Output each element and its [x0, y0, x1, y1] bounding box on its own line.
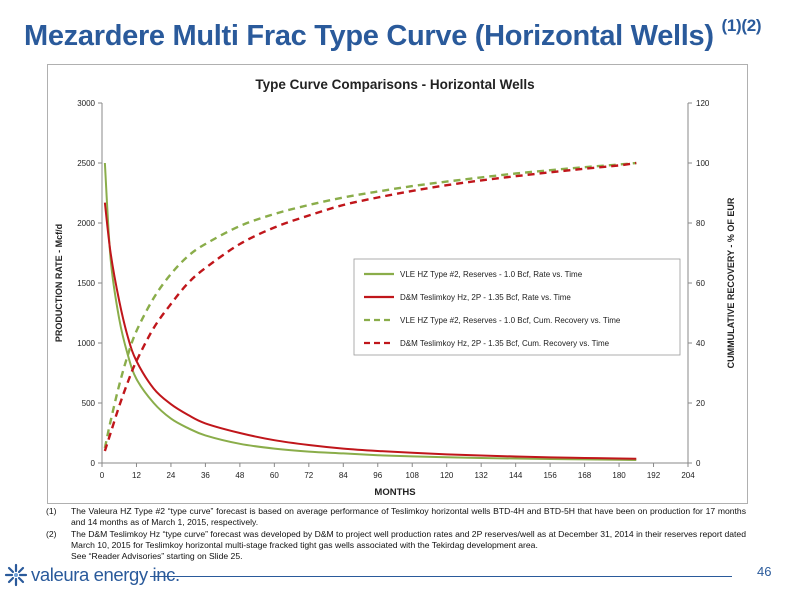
series-line-vle-cum — [103, 161, 637, 449]
starburst-icon — [4, 563, 28, 587]
footnotes: (1) The Valeura HZ Type #2 “type curve” … — [46, 506, 746, 562]
y2-tick-label: 0 — [696, 459, 701, 468]
x-tick-label: 48 — [235, 471, 244, 480]
slide-title-footnote-ref: (1)(2) — [721, 16, 762, 35]
y2-tick-label: 120 — [696, 99, 710, 108]
x-tick-label: 24 — [166, 471, 175, 480]
y2-axis-label: CUMMULATIVE RECOVERY - % OF EUR — [726, 197, 736, 368]
legend-box — [353, 258, 681, 356]
x-tick-label: 0 — [100, 471, 105, 480]
y2-tick-label: 60 — [696, 279, 705, 288]
y-tick-label: 500 — [82, 399, 96, 408]
x-tick-label: 12 — [132, 471, 141, 480]
company-logo: valeura energy inc. — [4, 563, 180, 587]
y-tick-label: 2000 — [77, 219, 95, 228]
logo-text: valeura energy inc. — [31, 564, 180, 585]
series-line-vle-rate — [103, 162, 637, 461]
y-tick-label: 0 — [91, 459, 96, 468]
slide-title: Mezardere Multi Frac Type Curve (Horizon… — [24, 16, 762, 53]
legend-entry: D&M Teslimkoy Hz, 2P - 1.35 Bcf, Cum. Re… — [400, 339, 610, 348]
x-tick-label: 156 — [543, 471, 557, 480]
series-line-dm-cum — [103, 161, 637, 452]
x-tick-label: 84 — [339, 471, 348, 480]
type-curve-chart: Type Curve Comparisons - Horizontal Well… — [54, 77, 736, 498]
x-tick-label: 204 — [681, 471, 695, 480]
y2-tick-label: 20 — [696, 399, 705, 408]
y-tick-label: 1500 — [77, 279, 95, 288]
footnote-2: (2) The D&M Teslimkoy Hz “type curve” fo… — [46, 529, 746, 552]
y-tick-label: 2500 — [77, 159, 95, 168]
footnote-1-number: (1) — [46, 506, 57, 516]
footer-divider — [150, 576, 732, 577]
x-tick-label: 36 — [201, 471, 210, 480]
slide-title-text: Mezardere Multi Frac Type Curve (Horizon… — [24, 20, 714, 52]
y-tick-label: 3000 — [77, 99, 95, 108]
x-tick-label: 192 — [647, 471, 661, 480]
reader-advisories-note: See “Reader Advisories” starting on Slid… — [71, 551, 243, 562]
y2-tick-label: 100 — [696, 159, 710, 168]
legend-entry: VLE HZ Type #2, Reserves - 1.0 Bcf, Cum.… — [400, 316, 621, 325]
x-tick-label: 108 — [406, 471, 420, 480]
page-number: 46 — [757, 564, 772, 579]
y-axis-label: PRODUCTION RATE - Mcf/d — [54, 224, 64, 342]
x-tick-label: 120 — [440, 471, 454, 480]
series-line-dm-rate — [103, 202, 637, 460]
footnote-2-text: The D&M Teslimkoy Hz “type curve” foreca… — [71, 528, 746, 550]
legend-entry: D&M Teslimkoy Hz, 2P - 1.35 Bcf, Rate vs… — [400, 293, 571, 302]
chart-title: Type Curve Comparisons - Horizontal Well… — [255, 77, 534, 92]
x-tick-label: 60 — [270, 471, 279, 480]
footnote-1-text: The Valeura HZ Type #2 “type curve” fore… — [71, 506, 746, 528]
x-tick-label: 180 — [612, 471, 626, 480]
x-axis-label: MONTHS — [374, 487, 415, 498]
x-tick-label: 168 — [578, 471, 592, 480]
x-tick-label: 132 — [474, 471, 488, 480]
footnote-2-number: (2) — [46, 528, 57, 539]
y2-tick-label: 40 — [696, 339, 705, 348]
legend-entry: VLE HZ Type #2, Reserves - 1.0 Bcf, Rate… — [400, 270, 583, 279]
y2-tick-label: 80 — [696, 219, 705, 228]
x-tick-label: 144 — [509, 471, 523, 480]
footnote-1: (1) The Valeura HZ Type #2 “type curve” … — [46, 506, 746, 529]
x-tick-label: 96 — [373, 471, 382, 480]
x-tick-label: 72 — [304, 471, 313, 480]
y-tick-label: 1000 — [77, 339, 95, 348]
chart-area: Type Curve Comparisons - Horizontal Well… — [47, 64, 748, 504]
